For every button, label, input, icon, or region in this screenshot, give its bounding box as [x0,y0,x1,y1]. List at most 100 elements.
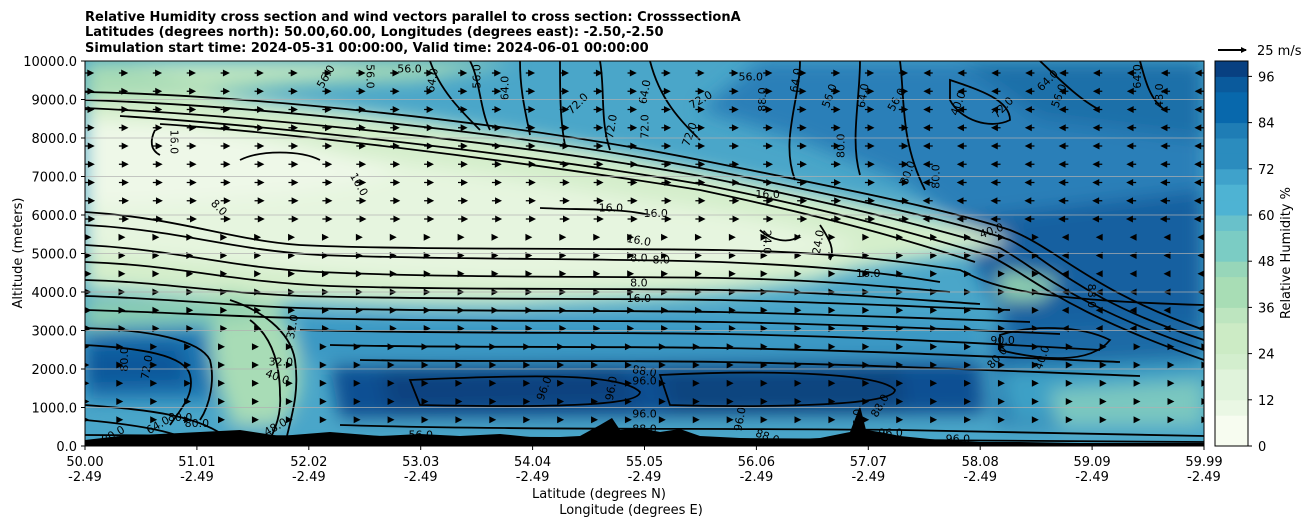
wind-arrow [760,325,768,332]
x-tick-label-lon: -2.49 [963,470,997,485]
wind-arrow [218,398,225,405]
wind-arrow [458,197,469,205]
contour-label: 80.0 [834,133,847,158]
wind-arrow [896,252,904,259]
colorbar-tick-label: 96 [1258,70,1275,85]
wind-arrow [990,124,1001,132]
wind-arrow [355,252,363,259]
wind-arrow [220,325,228,332]
wind-arrow [923,124,933,132]
wind-arrow [285,343,293,351]
wind-arrow [695,124,705,132]
wind-arrow [862,325,870,332]
wind-arrow [1092,87,1103,95]
wind-arrow [458,87,468,95]
wind-arrow [862,416,870,424]
wind-arrow [593,270,601,278]
colorbar-tick-label: 12 [1258,394,1275,409]
wind-arrow [760,379,768,387]
wind-arrow [356,160,367,168]
wind-arrow [251,398,259,405]
wind-arrow [591,416,598,424]
wind-arrow [251,379,259,387]
wind-arrow [85,124,95,132]
wind-arrow [864,197,875,205]
wind-arrow [1160,142,1171,150]
wind-arrow [797,142,807,150]
colorbar [1215,61,1248,447]
wind-arrow [923,142,933,150]
contour-label-text: 56.0 [471,64,484,89]
wind-arrow [390,215,401,223]
wind-arrow [152,233,160,241]
wind-arrow [997,270,1005,278]
contour-label: 16.0 [627,292,652,305]
wind-arrow [661,325,668,332]
wind-arrow [627,325,635,332]
x-tick-label-lon: -2.49 [851,470,885,485]
wind-arrow [85,160,95,168]
wind-arrow [661,306,668,314]
wind-arrow [85,179,95,186]
wind-arrow [389,233,397,241]
contour-label: 96.0 [603,375,620,401]
wind-arrow [1167,343,1175,351]
wind-arrow [491,215,503,223]
contour-label-text: 88.0 [1085,284,1098,309]
wind-arrow [389,325,397,332]
wind-arrow [1031,325,1039,332]
wind-arrow [729,179,740,186]
wind-arrow [831,106,841,113]
y-tick-label: 10000.0 [23,55,77,70]
wind-arrow [218,361,225,369]
wind-arrow [797,124,807,132]
wind-arrow [254,106,265,113]
wind-arrow [356,124,366,132]
wind-arrow [321,306,329,314]
wind-arrow [220,142,231,150]
wind-arrow [1126,179,1137,186]
wind-arrow [593,306,601,314]
wind-arrow [118,160,129,168]
wind-arrow [1024,106,1035,113]
wind-arrow [559,197,570,205]
wind-arrow [559,106,570,113]
wind-arrow [116,379,124,387]
wind-arrow [1160,160,1171,168]
wind-arrow [1095,252,1103,259]
wind-arrow [525,179,536,186]
contour-label-text: 72.0 [639,114,652,139]
wind-arrow [862,252,870,259]
wind-arrow [254,142,265,150]
wind-arrow [964,233,971,241]
wind-arrow [220,233,228,241]
wind-arrow [729,87,739,95]
wind-arrow [864,179,875,186]
wind-arrow [661,160,672,168]
wind-arrow [828,416,836,424]
wind-arrow [997,233,1005,241]
wind-arrow [591,398,598,405]
wind-arrow [1194,69,1204,77]
contour-label-text: 56.0 [739,70,764,83]
wind-arrow [491,87,502,95]
contour-label-text: 24.0 [761,230,774,255]
wind-arrow [763,69,773,77]
x-tick-label-lat: 59.99 [1185,455,1222,470]
wind-arrow [322,106,332,113]
wind-arrow [591,379,598,387]
wind-arrow [559,160,570,168]
wind-arrow [421,398,429,405]
wind-arrow [118,69,129,77]
wind-arrow [726,398,734,405]
wind-arrow [729,124,739,132]
y-tick-label: 3000.0 [32,325,78,340]
contour-label: 8.0 [630,251,648,264]
wind-arrow [353,361,361,369]
wind-arrow [661,87,671,95]
wind-arrow [458,106,468,113]
wind-arrow [896,398,904,405]
wind-arrow [288,69,298,77]
wind-arrow [559,233,567,241]
wind-arrow [828,379,836,387]
